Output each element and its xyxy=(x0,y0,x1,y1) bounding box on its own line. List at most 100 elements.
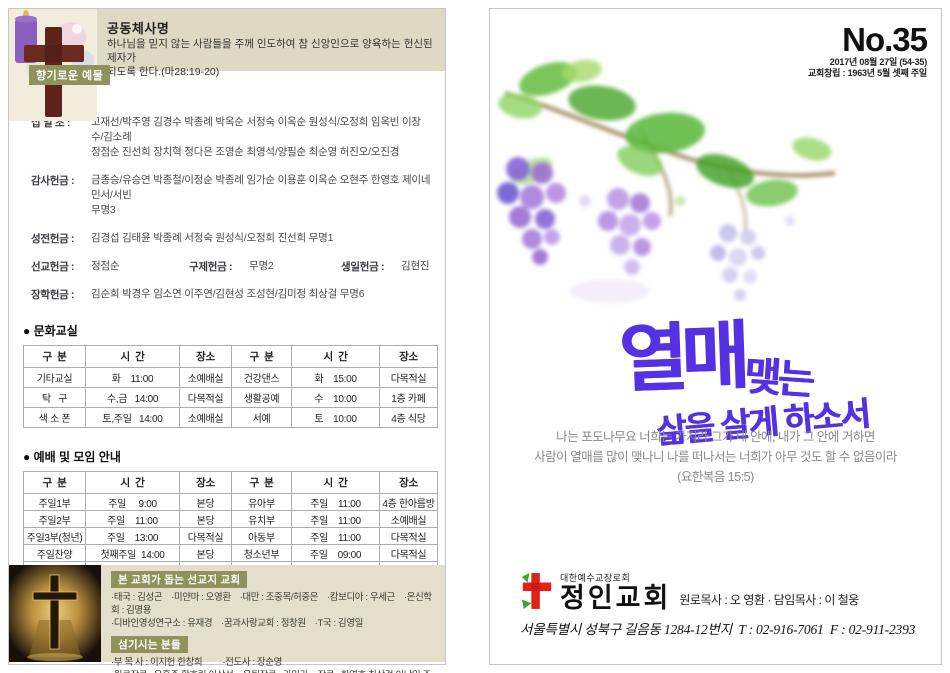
offering-names: 금종승/유승연 박종철/이정순 박종례 임가순 이용훈 이옥순 오현주 한영호 … xyxy=(91,174,434,201)
table-cell: 생활공예 xyxy=(231,387,292,408)
table-cell: 다목적실 xyxy=(179,387,232,408)
column-header: 구 분 xyxy=(231,345,292,368)
table-cell: 유치부 xyxy=(231,510,292,528)
table-cell: 주일 11:00 xyxy=(85,510,180,528)
table-row: 색 소 폰 토,주일 14:00 소예배실 서예 토 10:00 4층 식당 xyxy=(23,407,438,428)
column-header: 장소 xyxy=(179,345,232,368)
column-header: 구 분 xyxy=(23,345,86,368)
mission-line-1: 하나님을 믿지 않는 사람들을 주께 인도하여 참 신앙인으로 양육하는 헌신된… xyxy=(107,38,433,64)
pastors-line: 원로목사 : 오 영환 · 담임목사 : 이 철웅 xyxy=(679,593,859,607)
verse-line-2: 사람이 열매를 많이 맺나니 나를 떠나서는 너희가 아무 것도 할 수 없음이… xyxy=(534,450,897,464)
issue-date: 2017년 08월 27일 (54-35) xyxy=(829,57,927,67)
table-cell: 4층 식당 xyxy=(379,407,438,428)
table-cell: 색 소 폰 xyxy=(23,407,86,428)
fragrant-offering-badge: 향기로운 예물 xyxy=(29,65,111,85)
verse-line-1: 나는 포도나무요 너희는 가지라 그가 내 안에, 내가 그 안에 거하면 xyxy=(556,430,875,444)
table-cell: 주일 11:00 xyxy=(291,493,380,511)
left-footer: 본 교회가 돕는 선교지 교회 ·태국 : 김성곤 ·미얀마 : 오영환 ·대만… xyxy=(9,565,445,673)
column-header: 시 간 xyxy=(291,471,380,494)
column-header: 장소 xyxy=(379,471,438,494)
table-header-row: 구 분 시 간 장소 구 분 시 간 장소 xyxy=(23,471,438,494)
church-address: 서울특별시 성북구 길음동 1284-12번지 T : 02-916-7061 … xyxy=(520,622,916,637)
church-logo-cross-icon xyxy=(521,573,552,609)
mission-churches-line-1: ·태국 : 김성곤 ·미얀마 : 오영환 ·대만 : 조중목/허중은 ·캄보디아… xyxy=(111,592,432,616)
church-name: 정인교회 xyxy=(560,583,672,613)
offering-scholarship: 장학헌금 : 김순희 박경우 임소연 이주연/김현성 조성현/김미정 최상걸 무… xyxy=(31,287,431,302)
table-cell: 서예 xyxy=(231,407,292,428)
table-cell: 소예배실 xyxy=(179,407,232,428)
table-cell: 토 10:00 xyxy=(291,407,380,428)
issue-number: No.35 xyxy=(842,21,928,58)
table-cell: 소예배실 xyxy=(379,510,438,528)
column-header: 시 간 xyxy=(85,345,180,368)
table-cell: 주일찬양 xyxy=(23,544,86,562)
mission-churches-line-2: ·디바인영성연구소 : 유재경 ·꿈과사랑교회 : 정창원 ·T국 : 김영일 xyxy=(111,618,363,629)
offering-temple: 성전헌금 : 김경섭 김태윤 박종례 서정숙 원성식/오정희 진선희 무명1 xyxy=(31,231,431,246)
table-cell: 주일 11:00 xyxy=(291,527,380,545)
offering-thanks: 감사헌금 : 금종승/유승연 박종철/이정순 박종례 임가순 이용훈 이옥순 오… xyxy=(31,173,431,218)
table-cell: 유아부 xyxy=(231,493,292,511)
column-header: 시 간 xyxy=(291,345,380,368)
table-row: 기타교실 화 11:00 소예배실 건강댄스 화 15:00 다목적실 xyxy=(23,367,438,388)
table-row: 주일2부 주일 11:00 본당 유치부 주일 11:00 소예배실 xyxy=(23,510,438,528)
table-cell: 다목적실 xyxy=(379,544,438,562)
table-cell: 건강댄스 xyxy=(231,367,292,388)
offering-inline-row: 선교헌금 : 정점순 구제헌금 : 무명2 생일헌금 : 김현진 xyxy=(31,259,431,274)
offering-names: 무명3 xyxy=(91,204,116,216)
offering-label: 생일헌금 : xyxy=(341,261,385,273)
mission-title: 공동체사명 xyxy=(107,21,170,36)
offerings-section: 십 일 조 : 고재선/박주영 김경수 박종례 박옥순 서정숙 이옥순 원성식/… xyxy=(31,115,431,302)
calligraphy-word-large: 열매 xyxy=(617,314,745,402)
table-header-row: 구 분 시 간 장소 구 분 시 간 장소 xyxy=(23,345,438,368)
table-cell: 기타교실 xyxy=(23,367,86,388)
table-cell: 주일2부 xyxy=(23,510,86,528)
offering-tithe: 십 일 조 : 고재선/박주영 김경수 박종례 박옥순 서정숙 이옥순 원성식/… xyxy=(31,115,431,160)
mission-line-2: 되도록 한다.(마28:19-20) xyxy=(107,66,220,78)
offering-names: 김경섭 김태윤 박종례 서정숙 원성식/오정희 진선희 무명1 xyxy=(91,232,334,244)
left-page: 공동체사명 하나님을 믿지 않는 사람들을 주께 인도하여 참 신앙인으로 양육… xyxy=(8,8,446,673)
table-cell: 주일 11:00 xyxy=(291,510,380,528)
table-cell: 본당 xyxy=(179,510,232,528)
table-cell: 화 11:00 xyxy=(85,367,180,388)
table-cell: 주일 09:00 xyxy=(291,544,380,562)
right-page: No.35 2017년 08월 27일 (54-35) 교회창립 : 1963년… xyxy=(489,8,942,665)
table-cell: 주일 13:00 xyxy=(85,527,180,545)
table-cell: 소예배실 xyxy=(179,367,232,388)
offering-names: 무명2 xyxy=(249,260,274,272)
culture-class-title: ● 문화교실 xyxy=(23,324,78,338)
offering-label: 십 일 조 : xyxy=(31,117,71,129)
table-row: 주일3부(청년) 주일 13:00 다목적실 아동부 주일 11:00 다목적실 xyxy=(23,527,438,545)
table-cell: 주일1부 xyxy=(23,493,86,511)
table-cell: 주일3부(청년) xyxy=(23,527,86,545)
offering-names: 김현진 xyxy=(401,260,430,272)
denomination-label: 대한예수교장로회 xyxy=(560,573,631,583)
offering-label: 구제헌금 : xyxy=(189,261,233,273)
offering-label: 감사헌금 : xyxy=(31,175,75,187)
servants-line-1: ·부 목 사 : 이지헌 한창희 ·전도사 : 장순영 xyxy=(111,657,282,668)
servants-line-2: ·원로장로 : 유흥준 황효린 이상석 ·은퇴장로 : 라미라 ·장로 : 한영… xyxy=(111,669,437,673)
offering-names: 정점순 xyxy=(91,260,120,272)
table-cell: 첫째주일 14:00 xyxy=(85,544,180,562)
table-cell: 본당 xyxy=(179,544,232,562)
table-cell: 주일 9:00 xyxy=(85,493,180,511)
table-row: 주일1부 주일 9:00 본당 유아부 주일 11:00 4층 한아름방 xyxy=(23,493,438,511)
culture-class-table: 구 분 시 간 장소 구 분 시 간 장소 기타교실 화 11:00 소예배실 … xyxy=(23,345,438,428)
column-header: 장소 xyxy=(379,345,438,368)
table-cell: 탁 구 xyxy=(23,387,86,408)
offering-label: 선교헌금 : xyxy=(31,261,75,273)
verse-line-3: (요한복음 15:5) xyxy=(677,470,754,484)
worship-guide-title: ● 예배 및 모임 안내 xyxy=(23,450,121,464)
offering-names: 정점순 진선희 장치혁 정다은 조영순 최영석/양필순 최순영 허진오/오진경 xyxy=(91,146,400,158)
cross-glow-photo xyxy=(9,565,101,662)
table-cell: 수 10:00 xyxy=(291,387,380,408)
column-header: 구 분 xyxy=(231,471,292,494)
table-cell: 본당 xyxy=(179,493,232,511)
church-founded-date: 교회창립 : 1963년 5월 셋째 주일 xyxy=(807,68,927,78)
offering-label: 장학헌금 : xyxy=(31,289,75,301)
table-cell: 1층 카페 xyxy=(379,387,438,408)
offering-label: 성전헌금 : xyxy=(31,233,75,245)
table-cell: 다목적실 xyxy=(379,367,438,388)
church-identity: 대한예수교장로회 정인교회 원로목사 : 오 영환 · 담임목사 : 이 철웅 … xyxy=(520,570,920,638)
issue-block: No.35 2017년 08월 27일 (54-35) 교회창립 : 1963년… xyxy=(807,21,928,79)
table-cell: 화 15:00 xyxy=(291,367,380,388)
